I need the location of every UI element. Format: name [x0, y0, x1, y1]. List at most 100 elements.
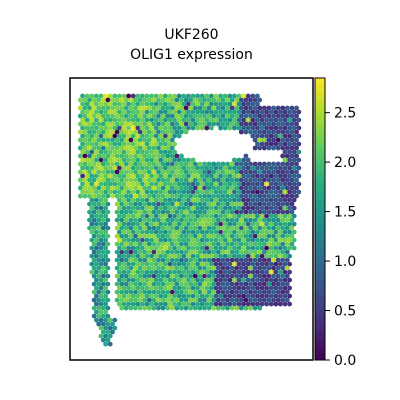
- expression-spot: [146, 177, 152, 183]
- expression-spot: [165, 241, 171, 247]
- expression-spot: [197, 97, 203, 103]
- expression-spot: [238, 193, 244, 199]
- expression-spot: [250, 237, 256, 243]
- expression-spot: [117, 205, 122, 211]
- expression-spot: [296, 117, 302, 123]
- expression-spot: [142, 241, 148, 247]
- expression-spot: [84, 165, 90, 171]
- expression-spot: [238, 105, 244, 111]
- expression-spot: [261, 161, 267, 167]
- expression-spot: [105, 289, 111, 295]
- expression-spot: [289, 145, 295, 151]
- expression-spot: [156, 257, 161, 263]
- expression-spot: [103, 181, 108, 187]
- expression-spot: [153, 277, 159, 283]
- expression-spot: [82, 161, 88, 167]
- expression-spot: [176, 261, 182, 267]
- expression-spot: [163, 109, 168, 115]
- expression-spot: [220, 169, 226, 175]
- expression-spot: [195, 285, 201, 291]
- expression-spot: [179, 193, 184, 199]
- expression-spot: [105, 177, 111, 183]
- expression-spot: [105, 217, 111, 223]
- expression-spot: [211, 217, 217, 223]
- expression-spot: [140, 117, 145, 123]
- expression-spot: [291, 157, 297, 163]
- expression-spot: [195, 269, 201, 275]
- expression-spot: [220, 185, 226, 191]
- expression-spot: [284, 225, 290, 231]
- expression-spot: [282, 117, 288, 123]
- expression-spot: [165, 305, 171, 311]
- expression-spot: [296, 181, 302, 187]
- expression-spot: [271, 217, 276, 223]
- expression-spot: [264, 229, 269, 235]
- expression-spot: [133, 113, 138, 119]
- expression-spot: [135, 141, 141, 147]
- expression-spot: [135, 93, 141, 99]
- expression-spot: [137, 233, 143, 239]
- expression-spot: [250, 253, 256, 259]
- expression-spot: [91, 97, 97, 103]
- expression-spot: [156, 121, 161, 127]
- expression-spot: [271, 265, 276, 271]
- expression-spot: [186, 269, 191, 275]
- expression-spot: [192, 97, 198, 103]
- expression-spot: [174, 201, 180, 207]
- expression-spot: [206, 97, 212, 103]
- expression-spot: [259, 181, 265, 187]
- expression-spot: [140, 157, 145, 163]
- expression-spot: [137, 225, 143, 231]
- expression-spot: [202, 225, 207, 231]
- expression-spot: [176, 101, 182, 107]
- expression-spot: [273, 125, 279, 131]
- expression-spot: [77, 129, 83, 135]
- expression-spot: [215, 233, 221, 239]
- expression-spot: [192, 265, 198, 271]
- expression-spot: [266, 249, 272, 255]
- expression-spot: [137, 121, 143, 127]
- expression-spot: [128, 273, 134, 279]
- expression-spot: [234, 185, 240, 191]
- expression-spot: [121, 93, 127, 99]
- expression-spot: [252, 145, 258, 151]
- expression-spot: [181, 165, 187, 171]
- expression-spot: [121, 189, 127, 195]
- expression-spot: [153, 157, 159, 163]
- expression-spot: [121, 141, 127, 147]
- expression-spot: [275, 209, 281, 215]
- expression-spot: [236, 269, 242, 275]
- expression-spot: [169, 169, 175, 175]
- expression-spot: [188, 305, 194, 311]
- expression-spot: [275, 217, 281, 223]
- expression-spot: [123, 297, 129, 303]
- expression-spot: [245, 285, 251, 291]
- expression-spot: [119, 161, 125, 167]
- expression-spot: [172, 165, 178, 171]
- expression-spot: [146, 201, 152, 207]
- expression-spot: [275, 129, 281, 135]
- expression-spot: [172, 189, 178, 195]
- expression-spot: [195, 277, 201, 283]
- expression-spot: [282, 301, 288, 307]
- expression-spot: [181, 253, 187, 259]
- expression-spot: [119, 305, 125, 311]
- expression-spot: [215, 113, 221, 119]
- expression-spot: [213, 237, 219, 243]
- expression-spot: [197, 233, 203, 239]
- expression-spot: [275, 257, 281, 263]
- expression-spot: [172, 101, 178, 107]
- expression-spot: [229, 297, 235, 303]
- expression-spot: [179, 209, 184, 215]
- expression-spot: [174, 185, 180, 191]
- expression-spot: [181, 189, 187, 195]
- expression-spot: [291, 141, 297, 147]
- expression-spot: [160, 161, 166, 167]
- expression-spot: [179, 265, 184, 271]
- expression-spot: [245, 101, 251, 107]
- expression-spot: [271, 225, 276, 231]
- expression-spot: [112, 149, 118, 155]
- expression-spot: [135, 301, 141, 307]
- expression-spot: [98, 253, 104, 259]
- expression-spot: [229, 217, 235, 223]
